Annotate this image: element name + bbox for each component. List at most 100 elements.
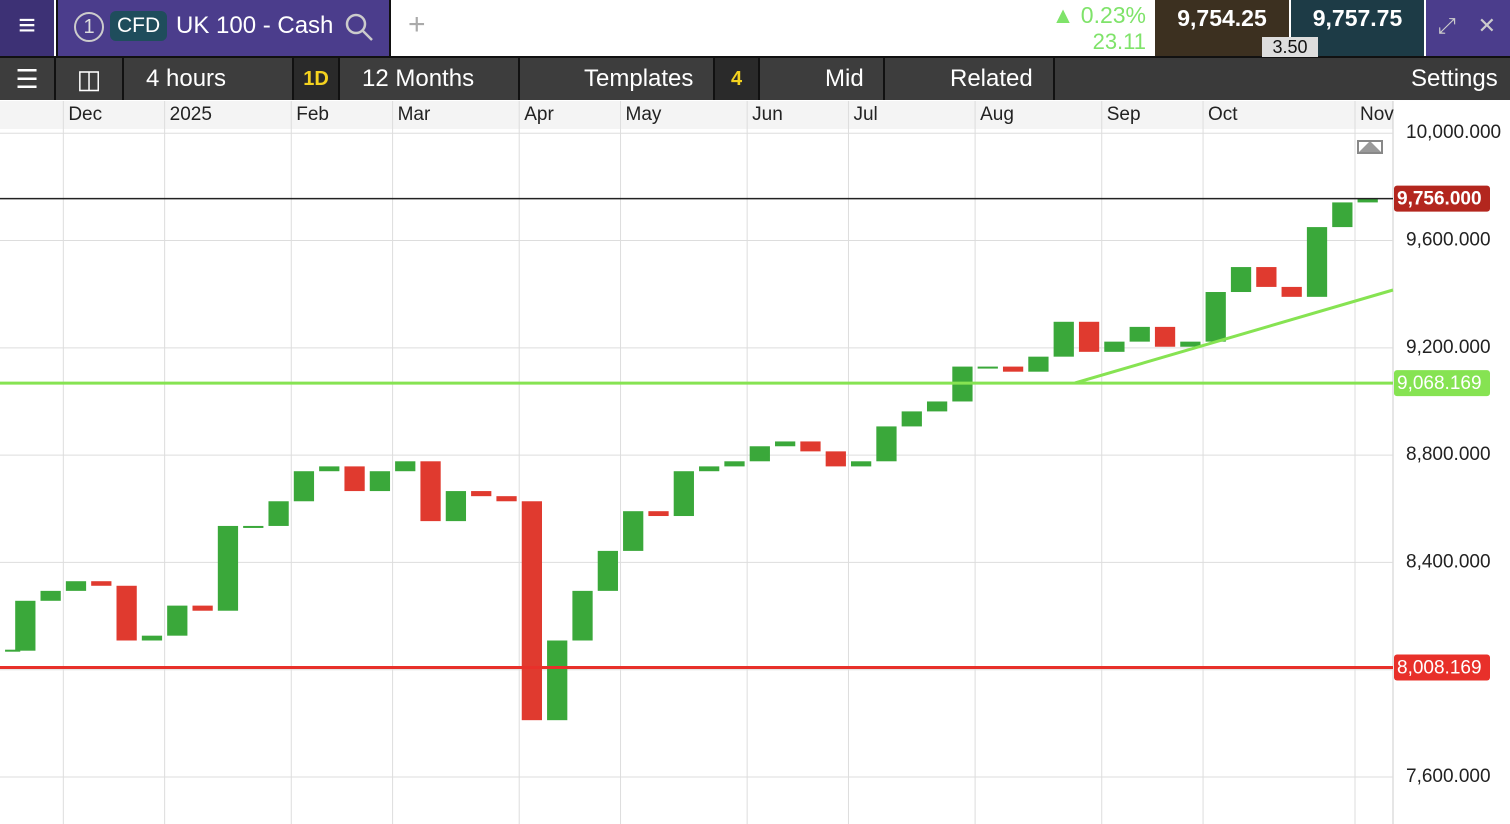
change: 23.11 [1092,29,1146,54]
templates-count: 4 [715,58,760,100]
x-tick-label: May [626,104,662,125]
y-tick-label: 7,600.000 [1406,766,1491,787]
instrument-tab[interactable]: 1 CFD UK 100 - Cash [56,0,391,56]
candle [775,441,796,447]
price-label-box [1394,654,1490,681]
candle [243,525,264,528]
list-button[interactable]: ☰ [0,58,56,100]
candle [319,466,340,472]
price-type[interactable]: Mid [760,58,885,100]
candle [724,461,745,467]
candle [1002,366,1024,372]
home-icon[interactable] [1358,141,1382,153]
candle [471,491,492,497]
candle [1205,292,1226,342]
badge: CFD [110,11,168,41]
candle [116,585,137,641]
candle [344,466,365,492]
candle [369,471,391,492]
candle [1104,341,1125,352]
candle [1256,267,1277,287]
grid: 7,600.0008,000.0008,400.0008,800.0009,20… [0,101,1501,824]
candle [547,640,568,721]
candle [1129,326,1150,342]
price-label-box [1394,370,1490,397]
x-tick-label: Sep [1107,104,1141,125]
close-icon[interactable]: ✕ [1477,13,1497,38]
candle [1332,202,1353,228]
buy-price[interactable]: 9,757.75 [1291,0,1424,56]
price-label: 9,756.000 [1397,189,1482,210]
candle [977,366,998,369]
candle [192,605,213,611]
candle [268,501,289,526]
candle [1230,267,1252,293]
price-label: 8,008.169 [1397,658,1482,679]
candle [521,501,543,721]
chart: 7,600.0008,000.0008,400.0008,800.0009,20… [0,101,1510,824]
x-tick-label: Jul [853,104,877,125]
price-levels: 9,756.000 9,068.169 8,008.169 [0,185,1490,681]
candle [699,466,720,472]
candle [901,411,922,427]
period-badge[interactable]: 1D [294,58,340,100]
menu-button[interactable]: ≡ [0,0,54,56]
candle [1154,326,1176,347]
candle [65,581,87,591]
candle [623,511,644,551]
x-tick-label: Apr [524,104,554,125]
interval[interactable]: 4 hours [124,58,294,100]
candle [15,600,36,651]
related[interactable]: Related [885,58,1055,100]
candle [749,446,770,462]
price-label-box [1394,185,1490,212]
spread: 3.50 [1262,37,1318,57]
window-controls: ⤢ ✕ [1426,0,1510,56]
y-tick-label: 10,000.000 [1406,122,1501,143]
y-tick-label: 9,200.000 [1406,337,1491,358]
candle [1180,341,1201,347]
x-tick-label: Dec [68,104,102,125]
candle [167,605,188,636]
add-tab[interactable]: + [408,8,426,41]
expand-icon[interactable]: ⤢ [1438,13,1456,38]
candle [395,461,416,472]
candle [825,451,846,467]
x-tick-label: Feb [296,104,329,125]
price-label: 9,068.169 [1397,373,1482,394]
x-tick-label: Mar [398,104,431,125]
x-tick-label: Jun [752,104,783,125]
candle [597,550,618,591]
candle [572,590,593,641]
home-icon-frame [1357,140,1383,154]
candle [648,511,669,517]
candle [800,441,821,452]
instrument-name: UK 100 - Cash [176,12,334,39]
templates[interactable]: Templates [520,58,715,100]
range[interactable]: 12 Months [340,58,520,100]
settings[interactable]: Settings [1411,65,1498,92]
candle [445,491,467,522]
candle [40,590,61,601]
candle [926,401,948,412]
trend-line [1074,288,1394,385]
y-tick-label: 8,400.000 [1406,551,1491,572]
layout-button[interactable]: ◫ [56,58,124,100]
x-axis-strip [0,101,1393,129]
search-icon[interactable] [344,12,374,42]
x-tick-label: Oct [1208,104,1238,125]
candle [141,635,163,641]
y-axis-panel [1393,101,1510,824]
candle [1078,321,1100,352]
tab-number: 1 [74,12,104,42]
candle [217,525,239,611]
candle [1357,198,1378,203]
candle [420,461,441,522]
y-tick-label: 8,800.000 [1406,444,1491,465]
candles [5,198,1378,721]
candle [293,471,315,502]
candle [673,471,694,517]
change-pct: ▲ 0.23% [1051,2,1146,28]
x-tick-label: 2025 [170,104,212,125]
